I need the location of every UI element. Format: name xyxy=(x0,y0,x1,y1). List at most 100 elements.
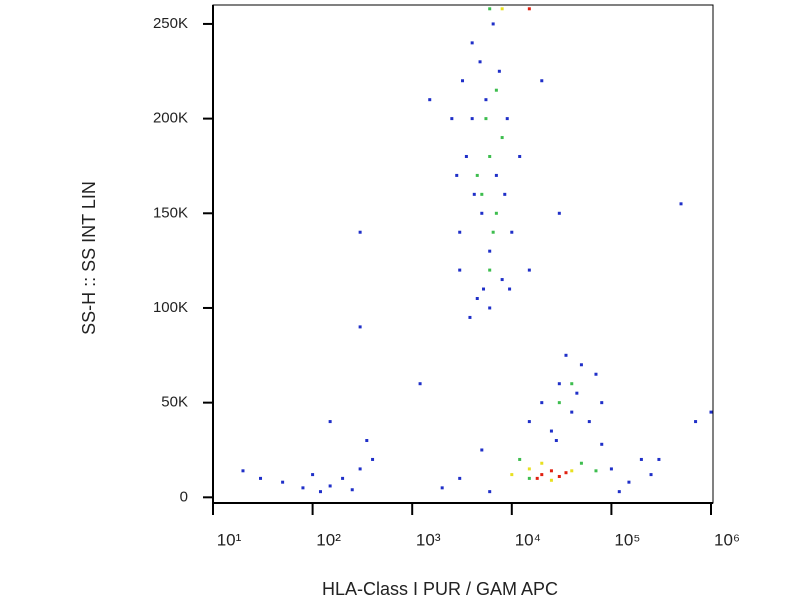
x-tick-label: 10¹ xyxy=(217,530,242,549)
point xyxy=(341,476,345,480)
point xyxy=(540,473,544,477)
point xyxy=(472,192,476,196)
point xyxy=(600,442,604,446)
point xyxy=(527,476,531,480)
point xyxy=(500,7,504,11)
x-tick-label: 10⁴ xyxy=(515,530,541,549)
y-axis-label: SS-H :: SS INT LIN xyxy=(79,181,99,335)
point xyxy=(478,60,482,64)
point xyxy=(488,306,492,310)
point xyxy=(570,469,574,473)
point xyxy=(540,461,544,465)
point xyxy=(564,353,568,357)
point xyxy=(455,173,459,177)
point xyxy=(470,41,474,45)
point xyxy=(428,98,432,102)
point xyxy=(494,211,498,215)
point xyxy=(518,457,522,461)
point xyxy=(450,117,454,121)
point xyxy=(497,69,501,73)
point xyxy=(259,476,263,480)
point xyxy=(587,420,591,424)
point xyxy=(579,461,583,465)
point xyxy=(488,154,492,158)
point xyxy=(491,22,495,26)
point xyxy=(480,211,484,215)
point xyxy=(579,363,583,367)
x-tick-label: 10³ xyxy=(416,530,441,549)
point xyxy=(328,484,332,488)
point xyxy=(482,287,486,291)
point xyxy=(281,480,285,484)
point xyxy=(570,382,574,386)
point xyxy=(440,486,444,490)
point xyxy=(480,448,484,452)
point xyxy=(549,478,553,482)
point xyxy=(527,420,531,424)
y-tick-label: 100K xyxy=(153,299,188,316)
point xyxy=(488,268,492,272)
point xyxy=(557,474,561,478)
point xyxy=(564,471,568,475)
point xyxy=(575,391,579,395)
point xyxy=(527,467,531,471)
point xyxy=(458,476,462,480)
point xyxy=(649,473,653,477)
x-tick-label: 10⁵ xyxy=(614,530,640,549)
point xyxy=(549,469,553,473)
point xyxy=(549,429,553,433)
point xyxy=(475,296,479,300)
point xyxy=(694,420,698,424)
point xyxy=(484,98,488,102)
point xyxy=(461,79,465,83)
x-tick-label: 10² xyxy=(316,530,341,549)
point xyxy=(594,372,598,376)
point xyxy=(540,401,544,405)
point xyxy=(557,382,561,386)
point xyxy=(709,410,713,414)
point xyxy=(600,401,604,405)
point xyxy=(371,457,375,461)
point xyxy=(494,88,498,92)
point xyxy=(311,473,315,477)
point xyxy=(488,490,492,494)
y-tick-label: 250K xyxy=(153,15,188,32)
point xyxy=(609,467,613,471)
point xyxy=(594,469,598,473)
point xyxy=(505,117,509,121)
y-tick-label: 150K xyxy=(153,204,188,221)
point xyxy=(540,79,544,83)
point xyxy=(488,7,492,11)
point xyxy=(527,268,531,272)
point xyxy=(657,457,661,461)
point xyxy=(500,278,504,282)
point xyxy=(358,325,362,329)
point xyxy=(518,154,522,158)
x-axis-label: HLA-Class I PUR / GAM APC xyxy=(322,579,558,599)
point xyxy=(491,230,495,234)
point xyxy=(301,486,305,490)
y-tick-label: 200K xyxy=(153,110,188,127)
point xyxy=(570,410,574,414)
y-tick-label: 50K xyxy=(161,394,188,411)
point xyxy=(557,211,561,215)
point xyxy=(458,230,462,234)
point xyxy=(510,230,514,234)
point xyxy=(241,469,245,473)
point xyxy=(480,192,484,196)
point xyxy=(508,287,512,291)
point xyxy=(554,439,558,443)
point xyxy=(494,173,498,177)
point xyxy=(458,268,462,272)
point xyxy=(535,476,539,480)
point xyxy=(475,173,479,177)
point xyxy=(470,117,474,121)
point xyxy=(510,473,514,477)
point xyxy=(627,480,631,484)
point xyxy=(527,7,531,11)
point xyxy=(557,401,561,405)
point xyxy=(358,230,362,234)
point xyxy=(484,117,488,121)
point xyxy=(358,467,362,471)
point xyxy=(679,202,683,206)
